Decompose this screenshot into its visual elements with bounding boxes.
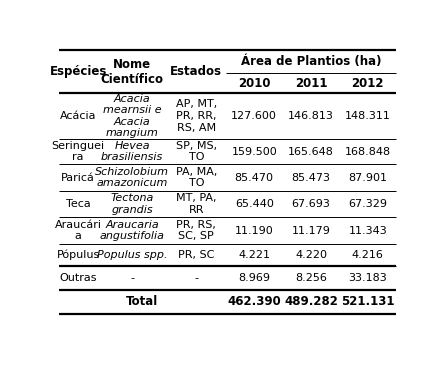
Text: Schizolobium
amazonicum: Schizolobium amazonicum: [95, 167, 169, 188]
Text: 2012: 2012: [351, 77, 384, 90]
Text: AP, MT,
PR, RR,
RS, AM: AP, MT, PR, RR, RS, AM: [175, 100, 217, 133]
Text: 11.190: 11.190: [235, 225, 274, 236]
Text: 85.473: 85.473: [291, 173, 331, 182]
Text: 159.500: 159.500: [231, 147, 277, 157]
Text: Araucári
a: Araucári a: [55, 220, 102, 241]
Text: Araucaria
angustifolia: Araucaria angustifolia: [99, 220, 164, 241]
Text: 4.220: 4.220: [295, 250, 327, 260]
Text: 4.216: 4.216: [352, 250, 384, 260]
Text: 462.390: 462.390: [227, 295, 281, 309]
Text: SP, MS,
TO: SP, MS, TO: [176, 141, 217, 162]
Text: Área de Plantios (ha): Área de Plantios (ha): [241, 55, 381, 68]
Text: Paricá: Paricá: [61, 173, 95, 182]
Text: PR, SC: PR, SC: [178, 250, 214, 260]
Text: PR, RS,
SC, SP: PR, RS, SC, SP: [176, 220, 216, 241]
Text: 87.901: 87.901: [348, 173, 387, 182]
Text: 8.256: 8.256: [295, 273, 327, 283]
Text: 148.311: 148.311: [345, 111, 391, 121]
Text: Outras: Outras: [59, 273, 97, 283]
Text: 11.179: 11.179: [292, 225, 331, 236]
Text: 2010: 2010: [238, 77, 271, 90]
Text: -: -: [130, 273, 134, 283]
Text: Pópulus: Pópulus: [57, 250, 100, 260]
Text: Acacia
mearnsii e
Acacia
mangium: Acacia mearnsii e Acacia mangium: [103, 93, 161, 138]
Text: 65.440: 65.440: [235, 199, 274, 209]
Text: Acácia: Acácia: [60, 111, 96, 121]
Text: 85.470: 85.470: [235, 173, 274, 182]
Text: PA, MA,
TO: PA, MA, TO: [175, 167, 217, 188]
Text: 8.969: 8.969: [238, 273, 270, 283]
Text: Hevea
brasiliensis: Hevea brasiliensis: [101, 141, 163, 162]
Text: 489.282: 489.282: [284, 295, 338, 309]
Text: 168.848: 168.848: [345, 147, 391, 157]
Text: Espécies: Espécies: [50, 65, 107, 78]
Text: Estados: Estados: [170, 65, 222, 78]
Text: -: -: [194, 273, 198, 283]
Text: 67.329: 67.329: [348, 199, 387, 209]
Text: 2011: 2011: [295, 77, 327, 90]
Text: Total: Total: [126, 295, 158, 309]
Text: Populus spp.: Populus spp.: [97, 250, 168, 260]
Text: 11.343: 11.343: [348, 225, 387, 236]
Text: 4.221: 4.221: [238, 250, 270, 260]
Text: MT, PA,
RR: MT, PA, RR: [176, 193, 217, 215]
Text: 33.183: 33.183: [348, 273, 387, 283]
Text: Nome
Científico: Nome Científico: [101, 58, 164, 86]
Text: Seringuei
ra: Seringuei ra: [52, 141, 105, 162]
Text: 165.648: 165.648: [288, 147, 334, 157]
Text: Teca: Teca: [66, 199, 91, 209]
Text: 146.813: 146.813: [288, 111, 334, 121]
Text: 127.600: 127.600: [231, 111, 277, 121]
Text: Tectona
grandis: Tectona grandis: [110, 193, 154, 215]
Text: 67.693: 67.693: [292, 199, 331, 209]
Text: 521.131: 521.131: [341, 295, 394, 309]
